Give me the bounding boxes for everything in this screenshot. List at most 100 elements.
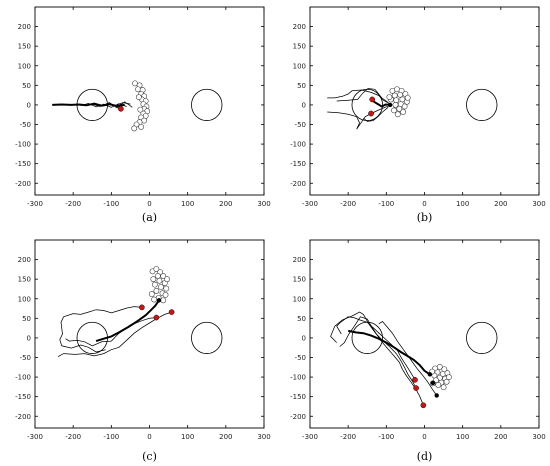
swarm-point	[160, 297, 167, 304]
x-tick-label: 0	[147, 200, 151, 208]
swarm-point	[404, 94, 411, 101]
axes-frame	[34, 239, 265, 429]
panel-d: -300 -200 -100 0 100 200 300 -200 -150 -100 -50 0 50…	[290, 239, 546, 463]
swarm-point	[391, 92, 398, 99]
black-agent-point	[434, 393, 439, 398]
y-tick-label: -100	[290, 141, 306, 149]
agent-trail	[363, 107, 389, 122]
swarm-point	[401, 103, 408, 110]
x-tick-label: 300	[257, 433, 270, 441]
leader-trail	[95, 299, 160, 343]
red-agent-point	[139, 304, 145, 311]
swarm-point	[443, 378, 450, 385]
y-tick-label: 0	[27, 101, 31, 109]
swarm-point	[131, 125, 138, 132]
x-tick-label: -300	[27, 433, 43, 441]
swarm-point	[151, 281, 158, 288]
x-tick-label: -100	[103, 433, 119, 441]
panel-label: (d)	[417, 450, 433, 463]
x-tick-label: 0	[147, 433, 151, 441]
y-tick-label: 150	[293, 43, 306, 51]
y-tick-label: 100	[18, 295, 31, 303]
x-tick-label: -200	[65, 200, 81, 208]
swarm-point	[436, 364, 443, 370]
panel-label: (a)	[142, 211, 157, 224]
red-agent-point	[369, 96, 376, 103]
leader-trail	[348, 329, 431, 376]
y-tick-label: -150	[290, 393, 306, 401]
agent-trail	[336, 88, 389, 103]
agent-trail	[327, 89, 390, 104]
agent-trail	[327, 105, 390, 130]
swarm-point	[158, 284, 164, 290]
panel-b: -300 -200 -100 0 100 200 300 -200 -150 -100 -50 0 50…	[290, 6, 546, 224]
x-tick-label: -300	[302, 433, 318, 441]
swarm-point	[386, 94, 393, 100]
black-agent-point	[430, 380, 436, 386]
x-tick-label: -100	[103, 200, 119, 208]
swarm-point	[446, 374, 452, 380]
panel-a: -300 -200 -100 0 100 200 300 -200 -150 -100 -50 0 50…	[15, 6, 271, 224]
agent-trail	[59, 306, 142, 353]
swarm-point	[153, 266, 160, 272]
y-tick-label: 200	[18, 23, 31, 31]
y-tick-label: 50	[22, 82, 31, 90]
swarm-point	[155, 273, 161, 279]
y-tick-label: 0	[302, 334, 306, 342]
y-tick-label: -100	[15, 141, 31, 149]
y-tick-label: 0	[27, 334, 31, 342]
x-tick-label: -200	[65, 433, 81, 441]
swarm-point	[156, 277, 163, 284]
axes-frame	[34, 6, 265, 196]
x-tick-label: 200	[219, 200, 232, 208]
swarm-point	[151, 296, 157, 303]
y-tick-label: -100	[15, 374, 31, 382]
agent-trail	[65, 317, 157, 347]
y-tick-label: 150	[293, 276, 306, 284]
y-tick-label: -50	[295, 354, 306, 362]
y-tick-label: 200	[293, 256, 306, 264]
swarm-point	[393, 97, 400, 104]
swarm-point	[391, 107, 397, 114]
obstacle-circle	[191, 88, 223, 121]
swarm-point	[153, 288, 160, 294]
x-tick-label: 0	[422, 433, 426, 441]
x-tick-label: 0	[422, 200, 426, 208]
x-tick-label: 200	[219, 433, 232, 441]
y-tick-label: 150	[18, 43, 31, 51]
swarm-point	[138, 123, 144, 130]
panel-label: (c)	[142, 450, 157, 463]
x-tick-label: -100	[378, 200, 394, 208]
swarm-point	[164, 276, 170, 283]
red-agent-point	[412, 376, 418, 383]
swarm-point	[394, 111, 401, 118]
y-tick-label: -50	[20, 354, 31, 362]
agent-trail	[80, 103, 127, 108]
y-tick-label: -200	[15, 413, 31, 421]
swarm-point	[400, 109, 407, 115]
y-tick-label: -150	[15, 160, 31, 168]
y-tick-label: -150	[290, 160, 306, 168]
y-tick-label: -200	[290, 413, 306, 421]
y-tick-label: -200	[15, 180, 31, 188]
y-tick-label: 0	[302, 101, 306, 109]
y-tick-label: 50	[297, 82, 306, 90]
swarm-point	[162, 291, 169, 298]
x-tick-label: 100	[456, 200, 469, 208]
panel-c: -300 -200 -100 0 100 200 300 -200 -150 -100 -50 0 50…	[15, 239, 271, 463]
obstacle-circle	[466, 88, 498, 121]
swarm-point	[135, 94, 142, 100]
agent-trail	[378, 321, 438, 396]
swarm-point	[392, 102, 399, 108]
red-agent-point	[420, 402, 427, 409]
red-agent-point	[118, 105, 124, 112]
y-tick-label: 50	[297, 315, 306, 323]
black-agent-point	[427, 372, 433, 377]
black-agent-point	[156, 298, 162, 303]
x-tick-label: -300	[27, 200, 43, 208]
x-tick-label: 200	[494, 200, 507, 208]
y-tick-label: -100	[290, 374, 306, 382]
swarm-point	[396, 105, 403, 112]
x-tick-label: 300	[532, 433, 545, 441]
